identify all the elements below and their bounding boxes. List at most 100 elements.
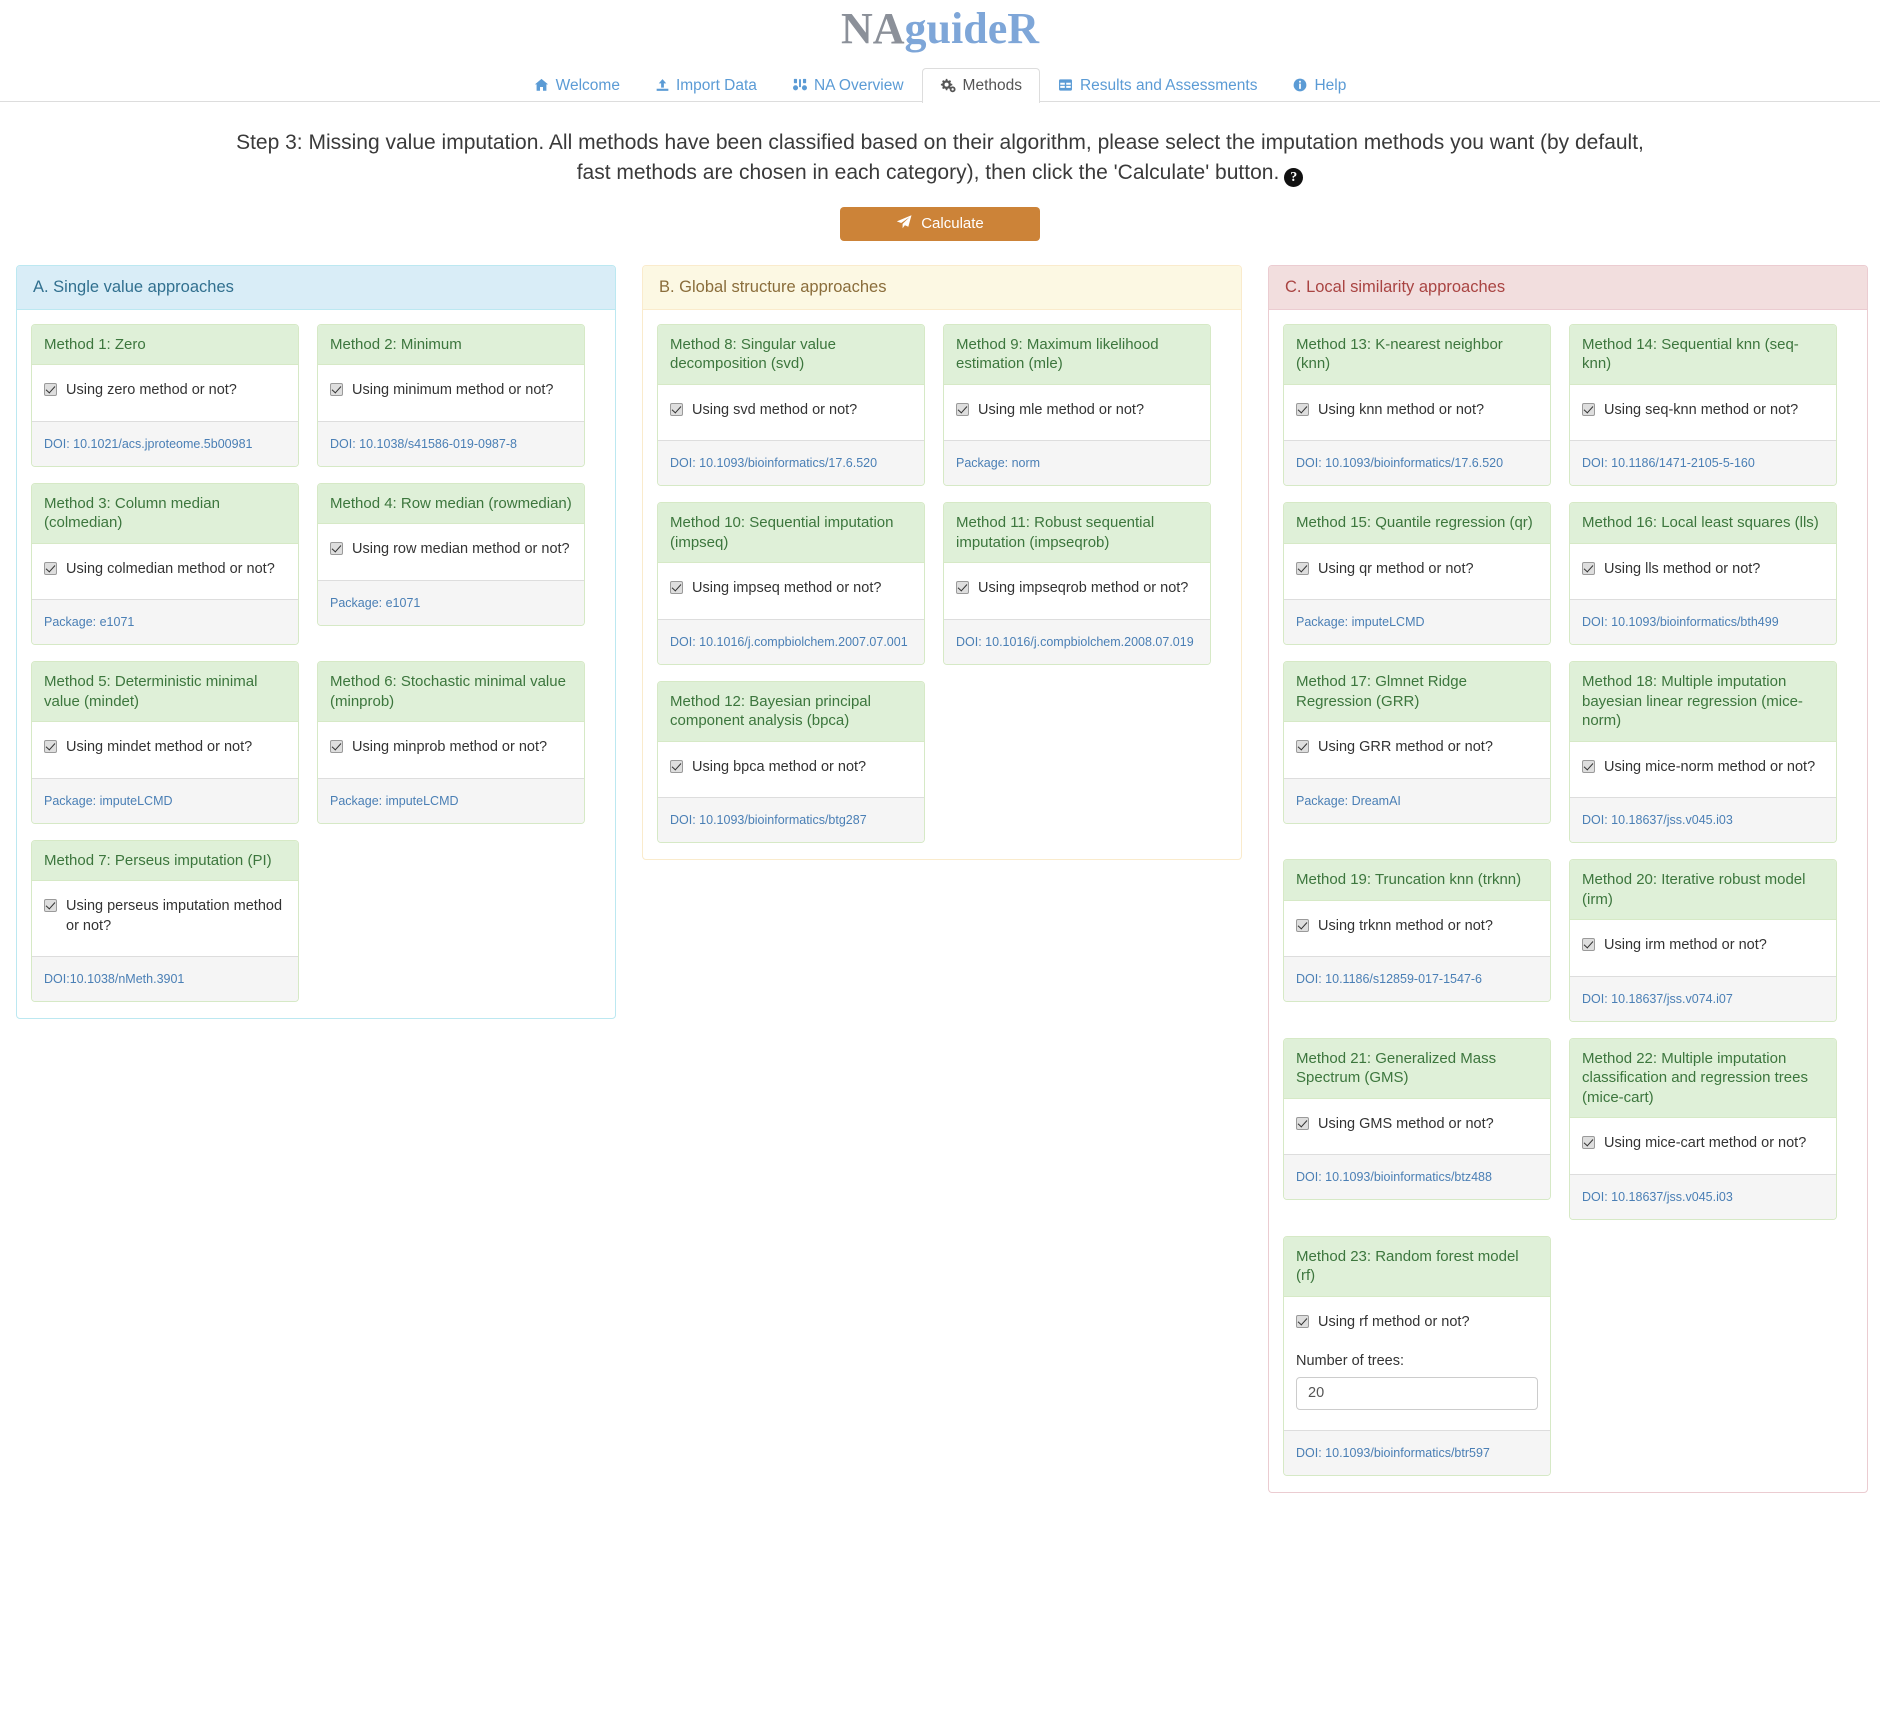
method-card: Method 13: K-nearest neighbor (knn) Using… bbox=[1283, 323, 1551, 487]
app-title-suffix: guideR bbox=[904, 4, 1040, 53]
method-footer: DOI: 10.18637/jss.v045.i03 bbox=[1570, 797, 1836, 843]
method-reference-link[interactable]: DOI: 10.18637/jss.v074.i07 bbox=[1582, 991, 1733, 1006]
checkbox-checked-icon[interactable] bbox=[330, 383, 343, 397]
method-reference-link[interactable]: DOI: 10.1093/bioinformatics/btz488 bbox=[1296, 1170, 1492, 1185]
method-checkbox-row[interactable]: Using mle method or not? bbox=[956, 401, 1198, 421]
method-checkbox-row[interactable]: Using knn method or not? bbox=[1296, 401, 1538, 421]
method-body: Using rf method or not? Number of trees: bbox=[1284, 1295, 1550, 1430]
method-checkbox-row[interactable]: Using zero method or not? bbox=[44, 381, 286, 401]
checkbox-checked-icon[interactable] bbox=[330, 740, 343, 754]
method-reference-link[interactable]: DOI: 10.1093/bioinformatics/bth499 bbox=[1582, 615, 1779, 630]
nav-tab-list: Welcome Import Data NA Overview Methods Resu… bbox=[0, 60, 1880, 104]
method-body: Using svd method or not? bbox=[658, 383, 924, 441]
nav-tab-help[interactable]: Help bbox=[1275, 68, 1364, 104]
method-checkbox-row[interactable]: Using impseqrob method or not? bbox=[956, 579, 1198, 599]
checkbox-checked-icon[interactable] bbox=[670, 581, 683, 595]
method-title: Method 14: Sequential knn (seq-knn) bbox=[1570, 324, 1836, 384]
checkbox-checked-icon[interactable] bbox=[44, 899, 57, 913]
method-checkbox-row[interactable]: Using impseq method or not? bbox=[670, 579, 912, 599]
method-body: Using zero method or not? bbox=[32, 364, 298, 421]
method-reference-link[interactable]: DOI: 10.1016/j.compbiolchem.2008.07.019 bbox=[956, 634, 1194, 649]
method-title: Method 5: Deterministic minimal value (m… bbox=[32, 662, 298, 722]
number-of-trees-input[interactable] bbox=[1296, 1376, 1538, 1410]
method-footer: DOI:10.1038/nMeth.3901 bbox=[32, 956, 298, 1002]
checkbox-checked-icon[interactable] bbox=[670, 759, 683, 773]
method-reference-link[interactable]: DOI: 10.1186/s12859-017-1547-6 bbox=[1296, 972, 1483, 987]
checkbox-checked-icon[interactable] bbox=[1582, 759, 1595, 773]
method-title: Method 18: Multiple imputation bayesian … bbox=[1570, 662, 1836, 741]
nav-tab-na-overview[interactable]: NA Overview bbox=[775, 68, 922, 104]
method-reference-link[interactable]: DOI: 10.1016/j.compbiolchem.2007.07.001 bbox=[670, 634, 908, 649]
method-checkbox-row[interactable]: Using qr method or not? bbox=[1296, 560, 1538, 580]
checkbox-checked-icon[interactable] bbox=[1296, 561, 1309, 575]
panel-heading: B. Global structure approaches bbox=[643, 265, 1241, 310]
checkbox-checked-icon[interactable] bbox=[1582, 938, 1595, 952]
method-reference-link[interactable]: DOI: 10.18637/jss.v045.i03 bbox=[1582, 813, 1733, 828]
method-checkbox-row[interactable]: Using GRR method or not? bbox=[1296, 738, 1538, 758]
method-reference-link[interactable]: Package: norm bbox=[956, 456, 1041, 471]
checkbox-checked-icon[interactable] bbox=[44, 740, 57, 754]
method-checkbox-row[interactable]: Using row median method or not? bbox=[330, 540, 572, 560]
checkbox-checked-icon[interactable] bbox=[44, 561, 57, 575]
calculate-button[interactable]: Calculate bbox=[840, 206, 1040, 241]
checkbox-checked-icon[interactable] bbox=[44, 383, 57, 397]
checkbox-checked-icon[interactable] bbox=[1582, 402, 1595, 416]
checkbox-checked-icon[interactable] bbox=[956, 581, 969, 595]
method-reference-link[interactable]: Package: imputeLCMD bbox=[1296, 615, 1425, 630]
method-checkbox-row[interactable]: Using lls method or not? bbox=[1582, 560, 1824, 580]
checkbox-checked-icon[interactable] bbox=[1296, 740, 1309, 754]
nav-tab-methods[interactable]: Methods bbox=[921, 67, 1040, 104]
checkbox-checked-icon[interactable] bbox=[330, 542, 343, 556]
method-checkbox-row[interactable]: Using trknn method or not? bbox=[1296, 917, 1538, 937]
method-checkbox-label: Using impseq method or not? bbox=[692, 580, 882, 597]
checkbox-checked-icon[interactable] bbox=[670, 402, 683, 416]
nav-tab-welcome[interactable]: Welcome bbox=[516, 68, 638, 104]
method-checkbox-row[interactable]: Using rf method or not? bbox=[1296, 1313, 1538, 1333]
method-checkbox-row[interactable]: Using GMS method or not? bbox=[1296, 1115, 1538, 1135]
method-checkbox-row[interactable]: Using mice-norm method or not? bbox=[1582, 758, 1824, 778]
method-reference-link[interactable]: Package: e1071 bbox=[44, 615, 135, 630]
method-reference-link[interactable]: Package: e1071 bbox=[330, 595, 421, 610]
method-checkbox-row[interactable]: Using minprob method or not? bbox=[330, 738, 572, 758]
checkbox-checked-icon[interactable] bbox=[1582, 561, 1595, 575]
question-circle-icon[interactable]: ? bbox=[1284, 168, 1304, 188]
method-reference-link[interactable]: Package: imputeLCMD bbox=[330, 793, 459, 808]
method-reference-link[interactable]: DOI:10.1038/nMeth.3901 bbox=[44, 972, 185, 987]
method-reference-link[interactable]: DOI: 10.1021/acs.jproteome.5b00981 bbox=[44, 436, 253, 451]
method-reference-link[interactable]: DOI: 10.1038/s41586-019-0987-8 bbox=[330, 436, 517, 451]
method-checkbox-row[interactable]: Using colmedian method or not? bbox=[44, 560, 286, 580]
panel-body: Method 1: Zero Using zero method or not? D… bbox=[17, 310, 615, 1019]
method-checkbox-row[interactable]: Using irm method or not? bbox=[1582, 936, 1824, 956]
method-checkbox-row[interactable]: Using perseus imputation method or not? bbox=[44, 897, 286, 936]
method-checkbox-row[interactable]: Using mice-cart method or not? bbox=[1582, 1134, 1824, 1154]
checkbox-checked-icon[interactable] bbox=[1582, 1136, 1595, 1150]
method-reference-link[interactable]: DOI: 10.1093/bioinformatics/17.6.520 bbox=[670, 456, 878, 471]
method-card: Method 18: Multiple imputation bayesian … bbox=[1569, 661, 1837, 844]
panel-body: Method 13: K-nearest neighbor (knn) Using… bbox=[1269, 310, 1867, 1492]
method-checkbox-row[interactable]: Using minimum method or not? bbox=[330, 381, 572, 401]
method-checkbox-row[interactable]: Using svd method or not? bbox=[670, 401, 912, 421]
method-checkbox-row[interactable]: Using bpca method or not? bbox=[670, 758, 912, 778]
method-body: Using irm method or not? bbox=[1570, 919, 1836, 976]
binoculars-icon bbox=[792, 78, 807, 92]
method-reference-link[interactable]: DOI: 10.1093/bioinformatics/17.6.520 bbox=[1296, 456, 1504, 471]
checkbox-checked-icon[interactable] bbox=[1296, 1314, 1309, 1328]
method-card: Method 3: Column median (colmedian) Using… bbox=[31, 482, 299, 646]
method-reference-link[interactable]: DOI: 10.18637/jss.v045.i03 bbox=[1582, 1189, 1733, 1204]
panel-body: Method 8: Singular value decomposition (… bbox=[643, 310, 1241, 860]
method-reference-link[interactable]: Package: imputeLCMD bbox=[44, 793, 173, 808]
method-reference-link[interactable]: DOI: 10.1186/1471-2105-5-160 bbox=[1582, 456, 1755, 471]
method-reference-link[interactable]: DOI: 10.1093/bioinformatics/btr597 bbox=[1296, 1445, 1490, 1460]
checkbox-checked-icon[interactable] bbox=[1296, 918, 1309, 932]
checkbox-checked-icon[interactable] bbox=[956, 402, 969, 416]
method-checkbox-row[interactable]: Using seq-knn method or not? bbox=[1582, 401, 1824, 421]
method-reference-link[interactable]: Package: DreamAI bbox=[1296, 793, 1401, 808]
method-footer: DOI: 10.1021/acs.jproteome.5b00981 bbox=[32, 420, 298, 466]
checkbox-checked-icon[interactable] bbox=[1296, 1116, 1309, 1130]
method-reference-link[interactable]: DOI: 10.1093/bioinformatics/btg287 bbox=[670, 813, 867, 828]
checkbox-checked-icon[interactable] bbox=[1296, 402, 1309, 416]
nav-tab-import-data[interactable]: Import Data bbox=[638, 68, 775, 104]
nav-tab-results-and-assessments[interactable]: Results and Assessments bbox=[1040, 68, 1275, 104]
method-checkbox-row[interactable]: Using mindet method or not? bbox=[44, 738, 286, 758]
method-footer: DOI: 10.1093/bioinformatics/bth499 bbox=[1570, 599, 1836, 645]
